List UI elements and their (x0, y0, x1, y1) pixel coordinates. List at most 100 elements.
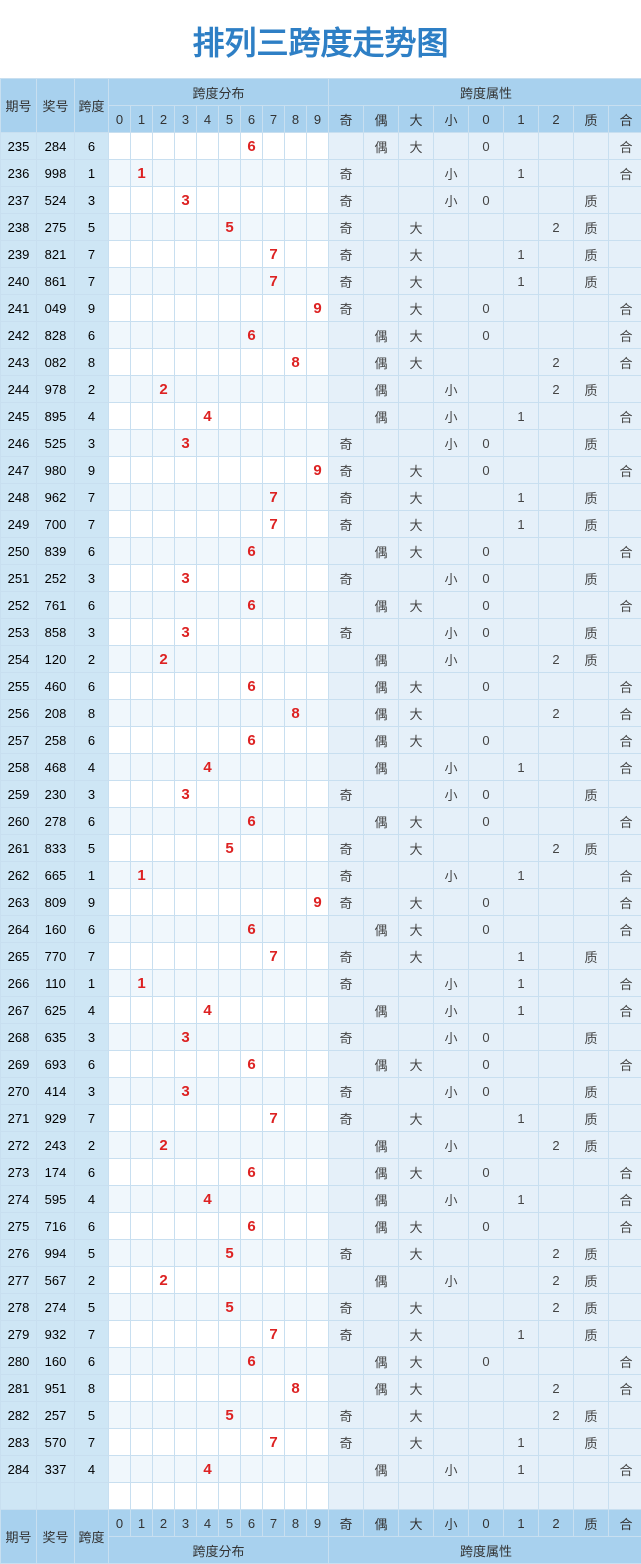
cell-attr-0: 0 (469, 430, 504, 457)
cell-attr-2 (539, 808, 574, 835)
cell-跨度: 5 (75, 1240, 109, 1267)
cell-attr-1 (504, 1051, 539, 1078)
cell-attr-质: 质 (574, 781, 609, 808)
cell-dist-5 (219, 862, 241, 889)
cell-attr-0: 0 (469, 592, 504, 619)
cell-attr-1 (504, 1024, 539, 1051)
cell-dist-6 (241, 214, 263, 241)
cell-attr-奇: 奇 (329, 268, 364, 295)
cell-dist-9 (307, 862, 329, 889)
cell-dist-1 (131, 295, 153, 322)
cell-attr-2 (539, 322, 574, 349)
cell-期号: 237 (1, 187, 37, 214)
cell-dist-2 (153, 295, 175, 322)
cell-attr-奇 (329, 1051, 364, 1078)
cell-跨度: 6 (75, 727, 109, 754)
cell-attr-1 (504, 133, 539, 160)
cell-dist-5 (219, 1348, 241, 1375)
cell-attr-1 (504, 214, 539, 241)
table-row: 24652533奇小0质 (1, 430, 641, 457)
cell-attr-小 (434, 1051, 469, 1078)
cell-dist-1 (131, 754, 153, 781)
cell-attr-2 (539, 295, 574, 322)
cell-attr-合 (609, 1132, 641, 1159)
cell-attr-质: 质 (574, 187, 609, 214)
cell-attr-小 (434, 1429, 469, 1456)
cell-dist-1: 1 (131, 970, 153, 997)
cell-dist-7 (263, 1240, 285, 1267)
cell-attr-质: 质 (574, 1321, 609, 1348)
cell-dist-7 (263, 700, 285, 727)
cell-attr-1 (504, 1132, 539, 1159)
cell-attr-合: 合 (609, 700, 641, 727)
cell-dist-5 (219, 889, 241, 916)
cell-dist-8 (285, 1051, 307, 1078)
cell-attr-小: 小 (434, 1078, 469, 1105)
cell-dist-6: 6 (241, 916, 263, 943)
cell-dist-8 (285, 673, 307, 700)
cell-attr-2 (539, 916, 574, 943)
cell-attr-合 (609, 1240, 641, 1267)
cell-dist-2 (153, 592, 175, 619)
cell-dist-7 (263, 403, 285, 430)
cell-dist-7 (263, 673, 285, 700)
cell-attr-1: 1 (504, 862, 539, 889)
table-row: 25083966偶大0合 (1, 538, 641, 565)
cell-dist-8 (285, 511, 307, 538)
cell-dist-4 (197, 1159, 219, 1186)
cell-dist-8 (285, 889, 307, 916)
cell-dist-4 (197, 970, 219, 997)
cell-期号: 252 (1, 592, 37, 619)
cell-attr-质: 质 (574, 430, 609, 457)
cell-dist-0 (109, 808, 131, 835)
cell-attr-大 (399, 970, 434, 997)
cell-期号: 238 (1, 214, 37, 241)
cell-dist-3: 3 (175, 781, 197, 808)
cell-dist-3 (175, 754, 197, 781)
cell-dist-8 (285, 1294, 307, 1321)
cell-dist-9 (307, 376, 329, 403)
cell-attr-奇: 奇 (329, 1024, 364, 1051)
cell-attr-奇: 奇 (329, 295, 364, 322)
cell-attr-大 (399, 1267, 434, 1294)
cell-attr-小: 小 (434, 646, 469, 673)
cell-dist-5 (219, 1105, 241, 1132)
cell-attr-质 (574, 322, 609, 349)
cell-attr-质 (574, 1213, 609, 1240)
cell-dist-4 (197, 619, 219, 646)
cell-跨度: 3 (75, 1078, 109, 1105)
cell-attr-1 (504, 322, 539, 349)
cell-attr-0 (469, 1294, 504, 1321)
cell-奖号: 828 (37, 322, 75, 349)
cell-attr-合 (609, 1294, 641, 1321)
cell-attr-1: 1 (504, 403, 539, 430)
cell-attr-偶 (364, 1294, 399, 1321)
cell-attr-1 (504, 457, 539, 484)
cell-attr-偶: 偶 (364, 754, 399, 781)
cell-dist-2 (153, 727, 175, 754)
cell-attr-2: 2 (539, 700, 574, 727)
cell-attr-大: 大 (399, 1159, 434, 1186)
table-row: 23827555奇大2质 (1, 214, 641, 241)
cell-attr-奇 (329, 646, 364, 673)
cell-attr-小: 小 (434, 1186, 469, 1213)
cell-attr-奇: 奇 (329, 781, 364, 808)
cell-attr-质 (574, 754, 609, 781)
cell-期号: 241 (1, 295, 37, 322)
col-num-1: 1 (131, 106, 153, 133)
cell-dist-6 (241, 1267, 263, 1294)
cell-attr-0 (469, 1375, 504, 1402)
cell-attr-2 (539, 1213, 574, 1240)
cell-奖号: 274 (37, 1294, 75, 1321)
table-foot: 期号奖号跨度0123456789奇偶大小012质合跨度分布跨度属性 (1, 1510, 641, 1564)
cell-dist-5 (219, 1186, 241, 1213)
cell-attr-偶: 偶 (364, 727, 399, 754)
cell-期号: 258 (1, 754, 37, 781)
cell-dist-4: 4 (197, 754, 219, 781)
cell-dist-4 (197, 484, 219, 511)
cell-dist-2 (153, 835, 175, 862)
cell-dist-6: 6 (241, 592, 263, 619)
cell-dist-2 (153, 970, 175, 997)
cell-attr-合 (609, 187, 641, 214)
cell-attr-合: 合 (609, 538, 641, 565)
